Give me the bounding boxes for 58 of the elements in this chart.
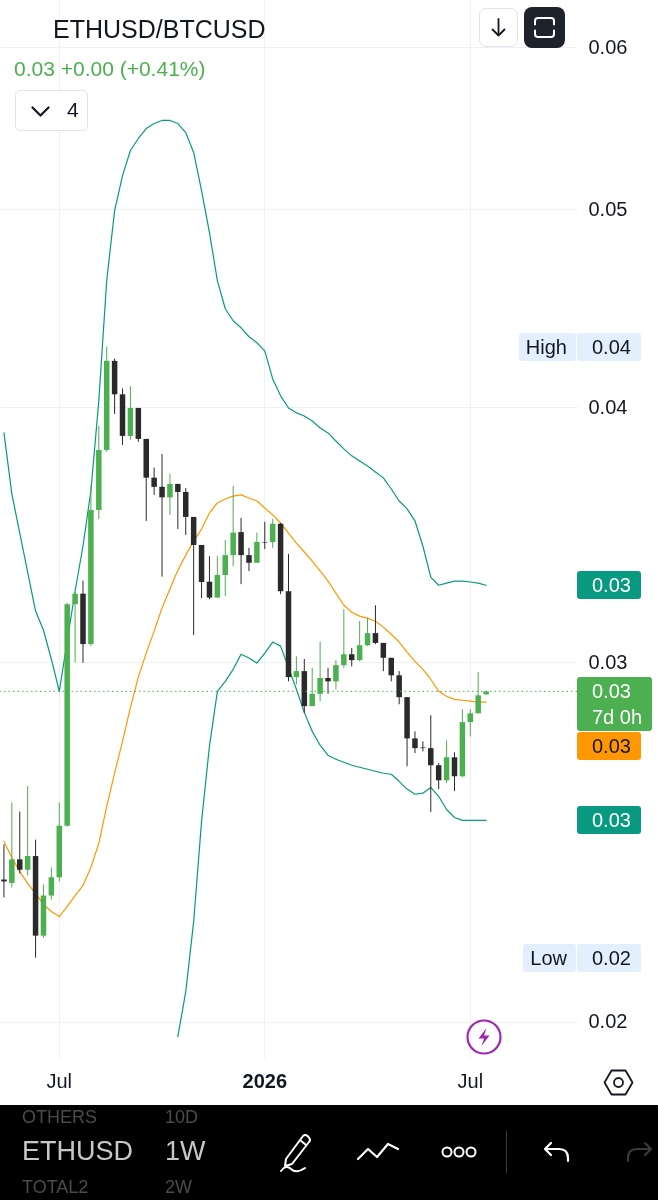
y-tick-label: 0.04 (588, 395, 628, 418)
candlestick (333, 659, 339, 690)
candlestick (214, 555, 221, 599)
candlestick (159, 453, 165, 578)
text: ETHUSD (22, 1136, 134, 1166)
candlestick (24, 785, 31, 876)
candlestick (206, 555, 213, 600)
annotation: 4 (67, 98, 79, 122)
candlestick (396, 670, 402, 705)
candlestick (222, 539, 229, 597)
candlestick (175, 483, 181, 530)
candlestick (238, 517, 244, 585)
candlestick (435, 762, 442, 790)
y-tick-label: 0.03 (588, 650, 628, 673)
annotation: Low (523, 943, 576, 972)
text: TOTAL2 (22, 1177, 89, 1197)
candlestick (356, 620, 363, 662)
candlestick (48, 867, 55, 900)
text: 1W (165, 1136, 206, 1166)
text: 7d 0h (592, 705, 643, 731)
candlestick (72, 591, 78, 663)
y-tick-label: 0.06 (588, 35, 628, 58)
candlestick (341, 608, 347, 669)
y-tick-label: 0.02 (588, 1010, 628, 1033)
candlestick (380, 642, 387, 672)
x-tick-label: 2026 (242, 1069, 288, 1092)
candlestick (167, 473, 173, 516)
candlestick (293, 655, 300, 685)
candlestick (443, 739, 450, 784)
line-series (177, 641, 487, 1038)
text: 0.03 +0.00 (+0.41%) (14, 56, 206, 82)
text: ETHUSD/BTCUSD (53, 14, 266, 44)
text: 2W (165, 1177, 192, 1197)
x-tick-label: Jul (46, 1069, 73, 1092)
candlestick (17, 811, 23, 875)
candlestick (151, 467, 157, 496)
candlestick (254, 532, 260, 564)
candlestick (412, 730, 418, 754)
text: OTHERS (22, 1107, 98, 1127)
annotation: High (518, 332, 576, 361)
candlestick (420, 740, 426, 752)
candlestick (428, 714, 434, 813)
x-tick-label: Jul (457, 1069, 484, 1092)
candlestick (364, 617, 371, 647)
line-series (3, 119, 487, 692)
candlestick (325, 667, 331, 695)
line-series (3, 494, 487, 918)
text: 10D (165, 1107, 199, 1127)
dropdown-button: 4 (15, 90, 88, 131)
candlestick (467, 708, 474, 737)
candlestick (246, 547, 252, 572)
candlestick (348, 647, 355, 667)
candlestick (372, 604, 379, 645)
candlestick (262, 521, 268, 550)
candlestick (451, 751, 458, 792)
candlestick (230, 485, 236, 567)
candlestick (9, 802, 15, 888)
y-tick-label: 0.05 (588, 197, 628, 220)
